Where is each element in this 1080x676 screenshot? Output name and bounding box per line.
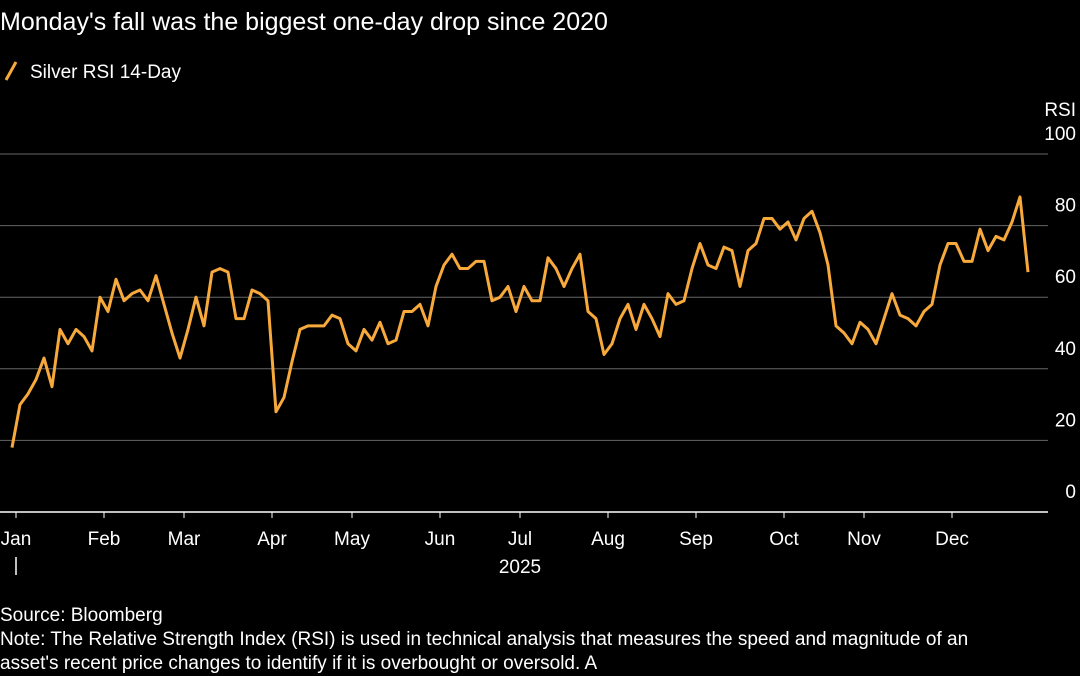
x-tick-label: Jul <box>508 529 532 550</box>
x-tick-label: Feb <box>88 529 121 550</box>
x-tick-label: Nov <box>847 529 881 550</box>
x-tick-label: May <box>334 529 370 550</box>
x-tick-label: Jan <box>1 529 32 550</box>
source: Source: Bloomberg <box>0 605 163 626</box>
x-tick-label: Mar <box>168 529 201 550</box>
note: Note: The Relative Strength Index (RSI) … <box>0 629 969 674</box>
y-tick-label: 100 <box>1044 124 1076 145</box>
x-tick-label: Oct <box>769 529 799 550</box>
y-tick-label: 60 <box>1055 267 1076 288</box>
x-tick-label: Aug <box>591 529 625 550</box>
x-tick-label: Apr <box>257 529 287 550</box>
legend-swatch <box>4 61 18 81</box>
legend-label: Silver RSI 14-Day <box>30 62 181 83</box>
y-tick-label: 80 <box>1055 196 1076 217</box>
line <box>10 195 1030 448</box>
y-tick-label: 40 <box>1055 339 1076 360</box>
chart-title: Monday's fall was the biggest one-day dr… <box>0 8 608 36</box>
x-tick-label: Dec <box>935 529 969 550</box>
chart: Monday's fall was the biggest one-day dr… <box>0 8 1076 578</box>
y-tick-label: 0 <box>1065 482 1076 503</box>
x-tick-label: Sep <box>679 529 713 550</box>
y-tick-label: 20 <box>1055 410 1076 431</box>
x-axis-label: 2025 <box>499 557 541 578</box>
y-axis-label: RSI <box>1044 100 1076 121</box>
x-tick-label: Jun <box>425 529 456 550</box>
